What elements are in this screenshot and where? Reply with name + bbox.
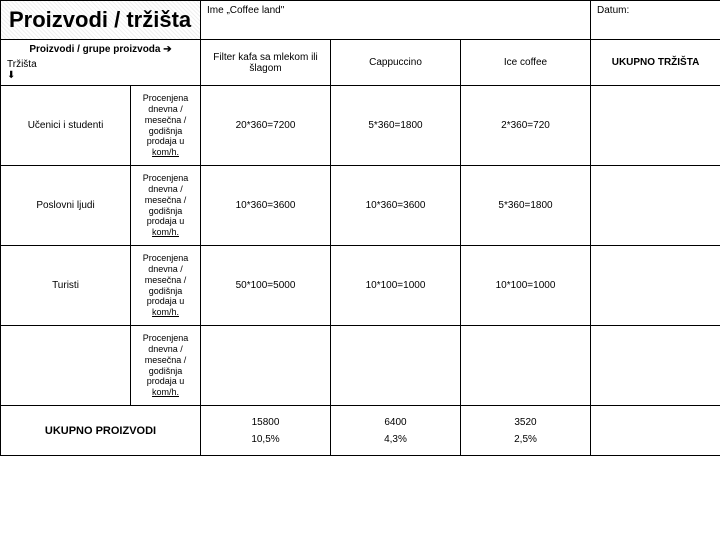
page-title: Proizvodi / tržišta xyxy=(1,1,201,40)
column-header-total: UKUPNO TRŽIŠTA xyxy=(591,40,720,86)
metric-cell: Procenjenadnevna /mesečna /godišnjaproda… xyxy=(131,246,201,326)
cell-r4-total xyxy=(591,326,720,406)
row-label-3: Turisti xyxy=(1,246,131,326)
cell-r1-c3: 2*360=720 xyxy=(461,86,591,166)
cell-r2-c1: 10*360=3600 xyxy=(201,166,331,246)
column-header-1: Filter kafa sa mlekom ili šlagom xyxy=(201,40,331,86)
products-markets-table: Proizvodi / tržišta Ime „Coffee land" Da… xyxy=(0,0,720,456)
totals-label: UKUPNO PROIZVODI xyxy=(1,406,201,456)
metric-cell: Procenjenadnevna /mesečna /godišnjaproda… xyxy=(131,86,201,166)
cell-r3-c3: 10*100=1000 xyxy=(461,246,591,326)
cell-r1-total xyxy=(591,86,720,166)
cell-r4-c1 xyxy=(201,326,331,406)
metric-cell: Procenjenadnevna /mesečna /godišnjaproda… xyxy=(131,326,201,406)
arrow-down-icon: ⬇ xyxy=(7,70,194,81)
cell-r1-c2: 5*360=1800 xyxy=(331,86,461,166)
cell-r3-c2: 10*100=1000 xyxy=(331,246,461,326)
cell-r3-total xyxy=(591,246,720,326)
cell-r2-c2: 10*360=3600 xyxy=(331,166,461,246)
date-field-cell: Datum: xyxy=(591,1,720,40)
totals-c1: 1580010,5% xyxy=(201,406,331,456)
row-label-2: Poslovni ljudi xyxy=(1,166,131,246)
axis-labels-cell: Proizvodi / grupe proizvoda ➔ Tržišta ⬇ xyxy=(1,40,201,86)
cell-r2-total xyxy=(591,166,720,246)
metric-cell: Procenjenadnevna /mesečna /godišnjaproda… xyxy=(131,166,201,246)
column-header-3: Ice coffee xyxy=(461,40,591,86)
cell-r3-c1: 50*100=5000 xyxy=(201,246,331,326)
row-label-4 xyxy=(1,326,131,406)
cell-r1-c1: 20*360=7200 xyxy=(201,86,331,166)
totals-c3: 35202,5% xyxy=(461,406,591,456)
arrow-right-icon: ➔ xyxy=(163,44,171,55)
column-header-2: Cappuccino xyxy=(331,40,461,86)
markets-axis-label: Tržišta xyxy=(7,59,37,70)
totals-grand xyxy=(591,406,720,456)
cell-r4-c3 xyxy=(461,326,591,406)
products-axis-label: Proizvodi / grupe proizvoda xyxy=(29,44,160,55)
cell-r2-c3: 5*360=1800 xyxy=(461,166,591,246)
name-field-cell: Ime „Coffee land" xyxy=(201,1,591,40)
cell-r4-c2 xyxy=(331,326,461,406)
row-label-1: Učenici i studenti xyxy=(1,86,131,166)
totals-c2: 64004,3% xyxy=(331,406,461,456)
